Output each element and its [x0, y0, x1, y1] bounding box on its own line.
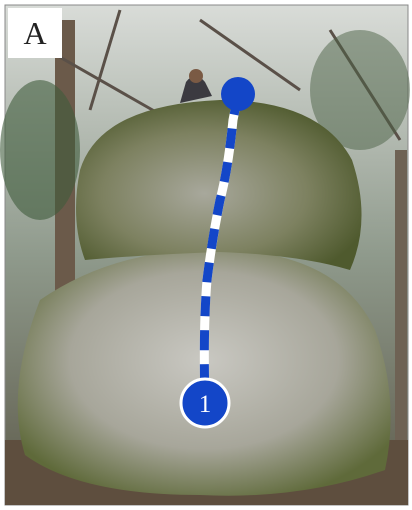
- panel-label: A: [23, 15, 46, 51]
- route-top: [221, 77, 255, 111]
- route-start-marker: 1: [181, 379, 229, 427]
- photo-figure: 1 A: [0, 0, 412, 510]
- panel-label-box: A: [8, 8, 62, 58]
- route-number: 1: [199, 391, 212, 418]
- page: 1 A (() => { const data = JSON.parse(doc…: [0, 0, 412, 510]
- photo: [0, 5, 410, 505]
